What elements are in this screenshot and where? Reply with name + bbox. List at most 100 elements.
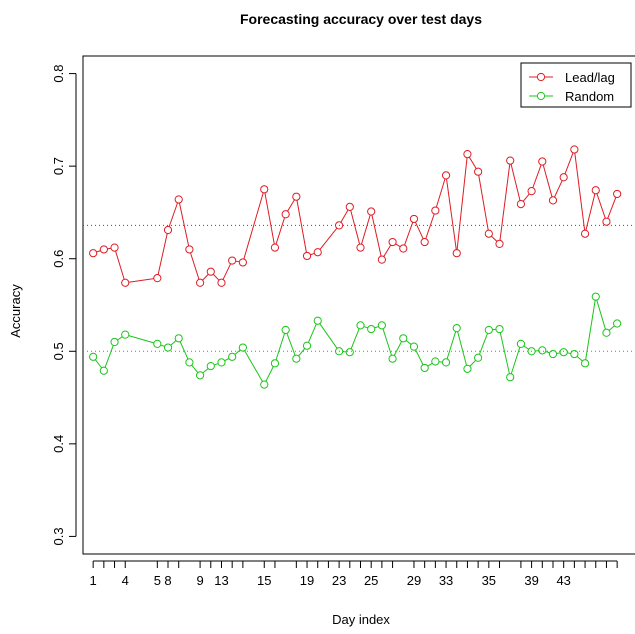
series-1-point bbox=[292, 354, 301, 363]
series-0-point bbox=[602, 217, 611, 226]
series-0-point bbox=[484, 229, 493, 238]
series-1-point bbox=[570, 349, 579, 359]
series-0-segment bbox=[446, 178, 457, 250]
series-0-point bbox=[613, 189, 622, 199]
series-0-point bbox=[506, 156, 515, 165]
series-1-point bbox=[591, 292, 600, 301]
series-0-point bbox=[238, 258, 247, 267]
series-1-segment bbox=[545, 351, 550, 354]
series-0-point bbox=[260, 185, 269, 194]
series-0-segment bbox=[235, 260, 240, 263]
series-1-segment bbox=[128, 335, 155, 344]
series-1-segment bbox=[94, 359, 103, 369]
series-0-segment bbox=[310, 252, 315, 256]
series-1-segment bbox=[286, 333, 296, 356]
series-0-point bbox=[356, 243, 365, 252]
series-0-segment bbox=[585, 193, 596, 231]
series-1-point bbox=[527, 347, 536, 356]
series-0-segment bbox=[275, 217, 286, 245]
series-1-point bbox=[228, 352, 237, 361]
series-1-point bbox=[441, 358, 451, 367]
series-1-segment bbox=[596, 299, 606, 330]
series-0-point bbox=[302, 251, 312, 261]
series-1-segment bbox=[117, 336, 123, 341]
series-0-point bbox=[495, 239, 504, 249]
series-1-point bbox=[409, 342, 419, 351]
series-1-point bbox=[506, 373, 515, 382]
series-1-point bbox=[367, 324, 376, 334]
series-0-point bbox=[388, 237, 397, 247]
y-tick-label: 0.3 bbox=[51, 527, 66, 545]
series-1-point bbox=[516, 339, 526, 348]
series-1-segment bbox=[523, 345, 529, 350]
x-tick-label: 8 bbox=[164, 573, 171, 588]
series-1-point bbox=[452, 324, 461, 333]
series-0-point bbox=[441, 171, 451, 180]
series-0-point bbox=[228, 256, 237, 265]
y-tick-label: 0.5 bbox=[51, 342, 66, 360]
series-0-point bbox=[121, 278, 130, 287]
series-1-segment bbox=[446, 331, 457, 360]
series-0-point bbox=[174, 195, 183, 204]
series-0-segment bbox=[522, 193, 530, 202]
series-1-point bbox=[474, 353, 483, 362]
series-1-segment bbox=[556, 352, 561, 354]
series-0-segment bbox=[157, 233, 168, 275]
series-0-segment bbox=[350, 210, 361, 245]
series-0-point bbox=[527, 187, 536, 196]
series-1-point bbox=[399, 334, 408, 343]
series-0-point bbox=[335, 221, 344, 230]
series-1-point bbox=[174, 334, 183, 343]
series-1-segment bbox=[214, 363, 219, 366]
series-0-segment bbox=[190, 252, 200, 280]
series-1-segment bbox=[427, 362, 433, 367]
series-1-segment bbox=[608, 325, 615, 331]
series-0-point bbox=[399, 244, 408, 253]
series-1-segment bbox=[374, 326, 379, 329]
series-0-segment bbox=[404, 222, 414, 246]
series-0-point bbox=[217, 278, 226, 287]
series-1-point bbox=[420, 363, 429, 373]
x-tick-label: 39 bbox=[524, 573, 538, 588]
series-1-segment bbox=[510, 347, 521, 374]
series-1-segment bbox=[244, 350, 263, 382]
series-0-point bbox=[99, 245, 108, 254]
series-1-segment bbox=[191, 364, 199, 373]
series-1-segment bbox=[457, 331, 468, 366]
series-1-point bbox=[559, 348, 568, 357]
series-0-segment bbox=[468, 156, 477, 169]
series-1-segment bbox=[499, 332, 510, 374]
series-0-segment bbox=[168, 202, 178, 227]
series-1-point bbox=[99, 366, 108, 375]
series-0-point bbox=[89, 249, 98, 258]
series-0-segment bbox=[554, 180, 563, 198]
series-1-point bbox=[121, 330, 130, 339]
series-0-segment bbox=[287, 199, 295, 212]
series-0-point bbox=[185, 245, 194, 254]
series-1-point bbox=[153, 339, 162, 348]
series-0-point bbox=[463, 150, 472, 159]
series-0-segment bbox=[243, 192, 264, 260]
series-0-segment bbox=[115, 250, 125, 280]
series-0-point bbox=[313, 248, 322, 257]
series-1-point bbox=[302, 341, 312, 350]
series-1-segment bbox=[469, 360, 476, 367]
series-1-point bbox=[313, 316, 322, 325]
series-0-segment bbox=[383, 244, 392, 257]
series-1-point bbox=[185, 358, 194, 367]
series-1-point bbox=[281, 325, 290, 335]
series-1-point bbox=[548, 349, 558, 359]
series-0-segment bbox=[128, 278, 154, 283]
series-1-point bbox=[580, 359, 590, 368]
x-tick-label: 1 bbox=[90, 573, 97, 588]
series-0-segment bbox=[542, 164, 553, 198]
legend-swatch-marker bbox=[536, 91, 546, 101]
series-1-segment bbox=[567, 352, 571, 354]
series-0-point bbox=[570, 145, 579, 154]
series-1-point bbox=[538, 346, 547, 355]
series-1-segment bbox=[234, 349, 241, 355]
chart-title: Forecasting accuracy over test days bbox=[240, 11, 482, 27]
series-0-segment bbox=[178, 202, 190, 247]
series-1-point bbox=[206, 361, 215, 371]
